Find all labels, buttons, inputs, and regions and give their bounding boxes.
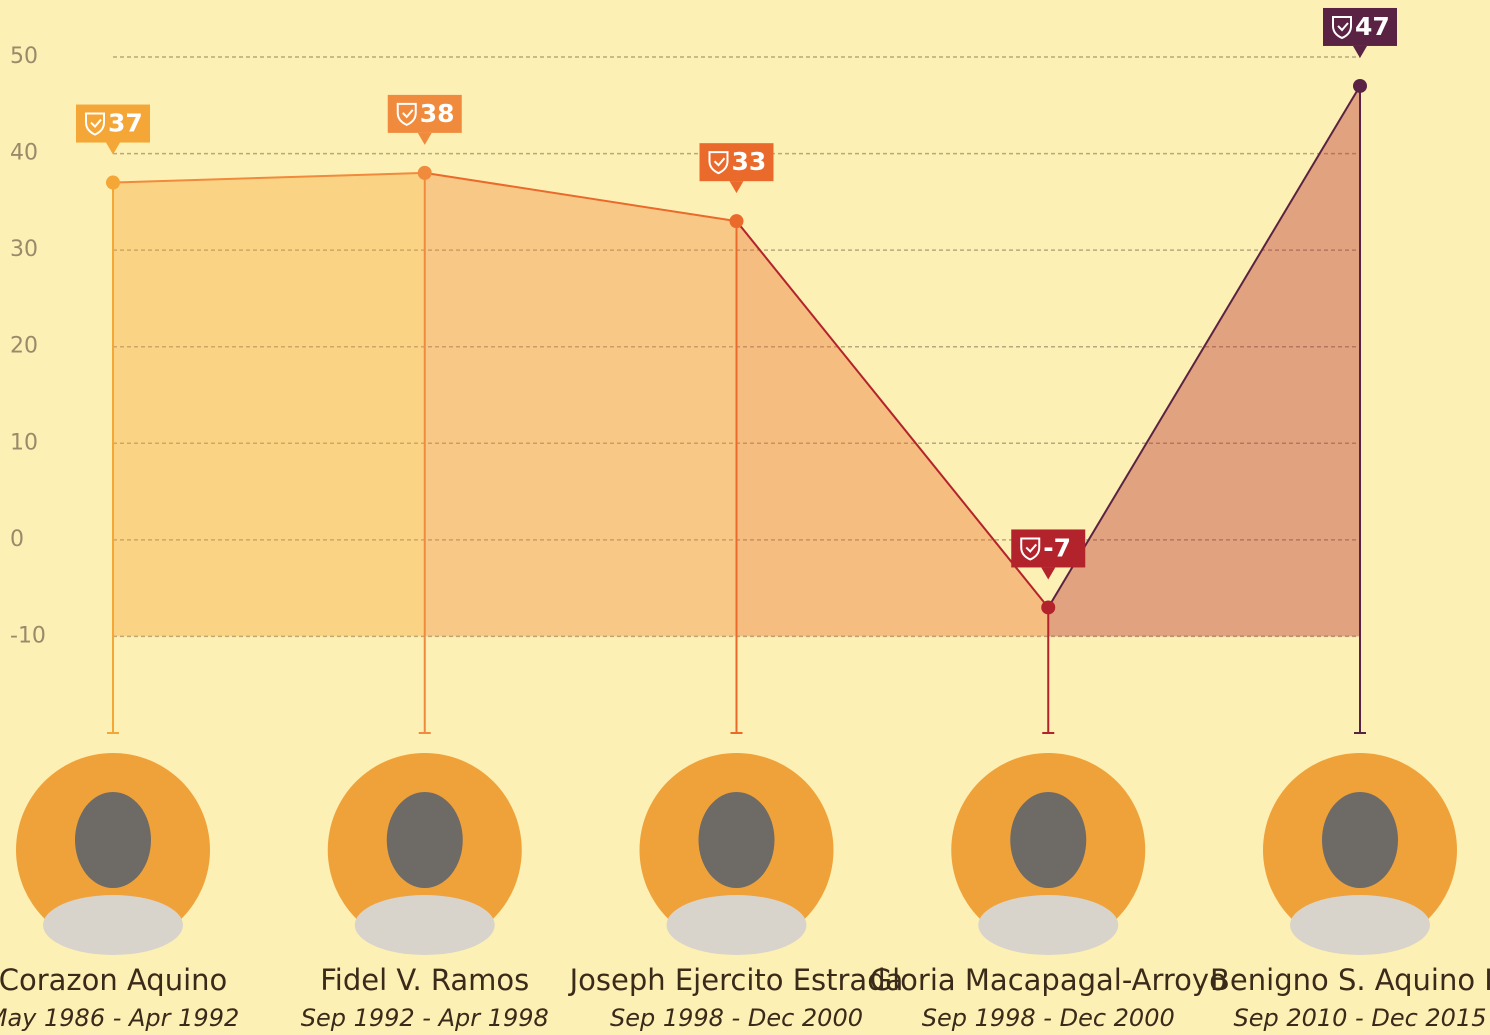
point bbox=[418, 166, 432, 180]
area-segment bbox=[425, 173, 737, 637]
term-dates: Sep 1998 - Dec 2000 bbox=[610, 1004, 863, 1032]
portrait-body bbox=[1290, 895, 1430, 955]
value-badge: 38 bbox=[388, 95, 462, 145]
value-label: 47 bbox=[1355, 12, 1390, 41]
portrait-head bbox=[387, 792, 463, 888]
point bbox=[1353, 79, 1367, 93]
point bbox=[1041, 600, 1055, 614]
value-badge: 37 bbox=[76, 105, 150, 155]
president-name: Joseph Ejercito Estrada bbox=[568, 963, 904, 997]
portrait-body bbox=[978, 895, 1118, 955]
portrait-head bbox=[1010, 792, 1086, 888]
value-label: 37 bbox=[108, 109, 143, 138]
y-tick-label: 10 bbox=[10, 430, 38, 455]
y-tick-label: 50 bbox=[10, 44, 38, 69]
chart: 50 40 30 20 10 0 -10 37 38 33 -7 47 Corazon Aquino Ma… bbox=[0, 0, 1490, 1035]
term-dates: Sep 1998 - Dec 2000 bbox=[922, 1004, 1175, 1032]
area-segment bbox=[113, 173, 425, 637]
term-dates: Sep 2010 - Dec 2015 bbox=[1233, 1004, 1486, 1032]
portrait-head bbox=[1322, 792, 1398, 888]
area-segment bbox=[737, 221, 1049, 636]
area-segment bbox=[1048, 86, 1360, 636]
y-tick-label: -10 bbox=[10, 623, 46, 648]
portrait-head bbox=[75, 792, 151, 888]
badge-pointer bbox=[106, 143, 120, 155]
badge-pointer bbox=[1353, 46, 1367, 58]
term-dates: Sep 1992 - Apr 1998 bbox=[301, 1004, 549, 1032]
president-name: Gloria Macapagal-Arroyo bbox=[870, 963, 1227, 997]
value-label: 38 bbox=[420, 99, 455, 128]
badge-pointer bbox=[418, 133, 432, 145]
value-badge: 47 bbox=[1323, 8, 1397, 58]
point bbox=[730, 214, 744, 228]
portrait-body bbox=[667, 895, 807, 955]
portrait-body bbox=[355, 895, 495, 955]
value-label: 33 bbox=[732, 147, 767, 176]
term-dates: May 1986 - Apr 1992 bbox=[0, 1004, 239, 1032]
value-badge: 33 bbox=[700, 143, 774, 193]
portrait-body bbox=[43, 895, 183, 955]
value-label: -7 bbox=[1043, 533, 1071, 562]
point bbox=[106, 176, 120, 190]
badge-pointer bbox=[1041, 567, 1055, 579]
president-name: Fidel V. Ramos bbox=[320, 963, 529, 997]
badge-pointer bbox=[730, 181, 744, 193]
y-tick-label: 30 bbox=[10, 237, 38, 262]
y-tick-label: 0 bbox=[10, 527, 24, 552]
president-name: Corazon Aquino bbox=[0, 963, 227, 997]
portrait-head bbox=[699, 792, 775, 888]
y-tick-label: 40 bbox=[10, 141, 38, 166]
president-name: Benigno S. Aquino III bbox=[1210, 963, 1490, 997]
y-tick-label: 20 bbox=[10, 334, 38, 359]
